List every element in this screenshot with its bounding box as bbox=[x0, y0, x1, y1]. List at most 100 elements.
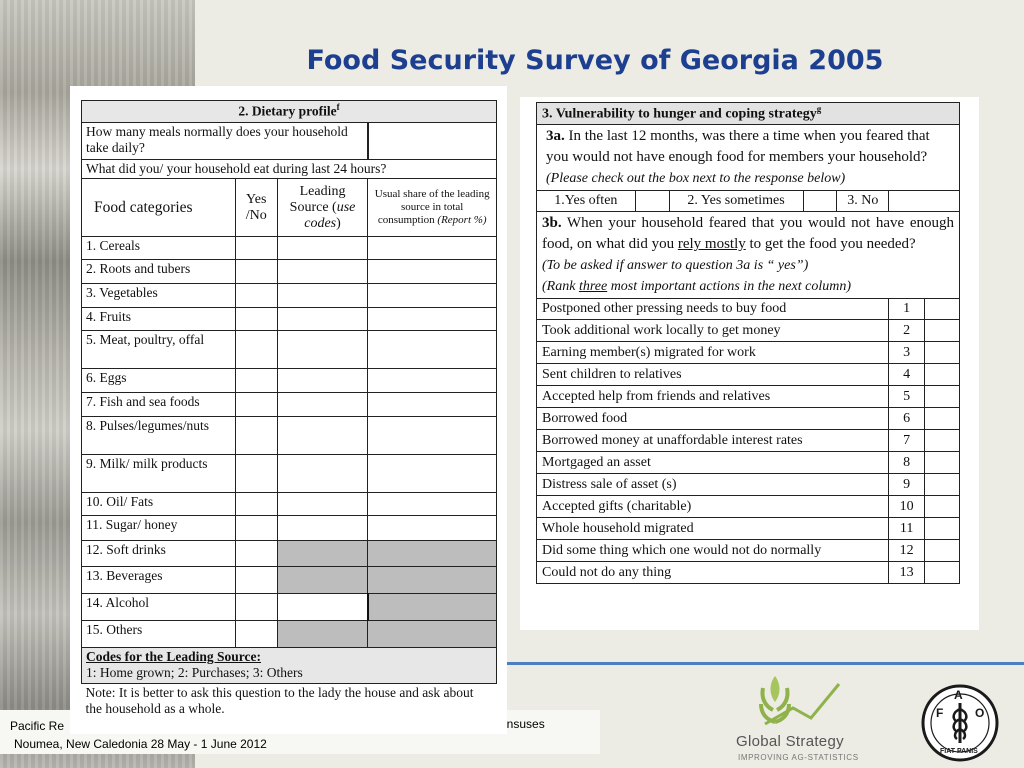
action-label: Postponed other pressing needs to buy fo… bbox=[535, 298, 890, 320]
question-24h: What did you/ your household eat during … bbox=[81, 159, 497, 179]
cell bbox=[367, 454, 497, 493]
action-label: Sent children to relatives bbox=[535, 363, 890, 386]
action-label: Distress sale of asset (s) bbox=[535, 473, 890, 496]
codes-title: Codes for the Leading Source: bbox=[86, 649, 261, 664]
action-label: Borrowed money at unaffordable interest … bbox=[535, 429, 890, 452]
rank-cell[interactable] bbox=[924, 298, 960, 320]
rank-cell[interactable] bbox=[924, 473, 960, 496]
cell bbox=[234, 330, 278, 369]
cell bbox=[367, 283, 497, 308]
rank-cell[interactable] bbox=[924, 319, 960, 342]
action-number: 11 bbox=[888, 517, 926, 540]
question-3b-hint-2: (Rank three most important actions in th… bbox=[542, 279, 851, 294]
vulnerability-title: 3. Vulnerability to hunger and coping st… bbox=[536, 102, 960, 125]
vulnerability-table: 3. Vulnerability to hunger and coping st… bbox=[535, 102, 960, 584]
fao-fiat-panis: FIAT PANIS bbox=[940, 748, 978, 755]
checkbox-yes-often[interactable] bbox=[634, 190, 670, 212]
food-row-label: 4. Fruits bbox=[81, 307, 236, 331]
cell-shaded bbox=[367, 540, 497, 567]
global-strategy-subtext: IMPROVING AG-STATISTICS bbox=[738, 753, 859, 762]
cell bbox=[234, 307, 278, 331]
dietary-profile-table: 2. Dietary profilef How many meals norma… bbox=[80, 100, 497, 724]
fao-letter-o: O bbox=[975, 706, 984, 720]
action-number: 6 bbox=[888, 407, 926, 430]
action-number: 7 bbox=[888, 429, 926, 452]
action-number: 2 bbox=[888, 319, 926, 342]
rank-cell[interactable] bbox=[924, 341, 960, 364]
cell bbox=[367, 330, 497, 369]
option-no: 3. No bbox=[836, 190, 890, 212]
cell bbox=[276, 259, 369, 284]
rank-cell[interactable] bbox=[924, 495, 960, 518]
footer-line-1-right: ensuses bbox=[500, 717, 545, 731]
action-label: Whole household migrated bbox=[535, 517, 890, 540]
rank-cell[interactable] bbox=[924, 451, 960, 474]
food-row-label: 12. Soft drinks bbox=[81, 540, 236, 567]
food-row-label: 7. Fish and sea foods bbox=[81, 392, 236, 417]
col-food-categories: Food categories bbox=[81, 178, 236, 237]
cell bbox=[234, 566, 278, 594]
checkbox-no[interactable] bbox=[888, 190, 960, 212]
cell-shaded bbox=[366, 593, 497, 621]
cell bbox=[367, 392, 497, 417]
action-number: 3 bbox=[888, 341, 926, 364]
cell bbox=[234, 454, 278, 493]
cell bbox=[276, 593, 369, 621]
action-label: Could not do any thing bbox=[535, 561, 890, 584]
cell bbox=[367, 416, 497, 455]
cell bbox=[234, 368, 278, 393]
dietary-title: 2. Dietary profilef bbox=[81, 100, 497, 123]
cell bbox=[367, 368, 497, 393]
cell bbox=[367, 236, 497, 260]
cell bbox=[276, 392, 369, 417]
question-3a-hint: (Please check out the box next to the re… bbox=[546, 171, 846, 186]
option-yes-sometimes: 2. Yes sometimes bbox=[668, 190, 804, 212]
question-3b: 3b. When your household feared that you … bbox=[536, 211, 960, 299]
rank-cell[interactable] bbox=[924, 385, 960, 408]
action-label: Accepted gifts (charitable) bbox=[535, 495, 890, 518]
codes-section: Codes for the Leading Source: 1: Home gr… bbox=[81, 647, 497, 684]
cell bbox=[276, 236, 369, 260]
action-label: Did some thing which one would not do no… bbox=[535, 539, 890, 562]
fao-logo: F A O FIAT PANIS bbox=[921, 684, 999, 762]
food-row-label: 13. Beverages bbox=[81, 566, 236, 594]
food-row-label: 14. Alcohol bbox=[81, 593, 236, 621]
food-row-label: 6. Eggs bbox=[81, 368, 236, 393]
food-row-label: 5. Meat, poultry, offal bbox=[81, 330, 236, 369]
action-number: 8 bbox=[888, 451, 926, 474]
fao-letter-a: A bbox=[954, 688, 963, 702]
food-row-label: 8. Pulses/legumes/nuts bbox=[81, 416, 236, 455]
cell bbox=[276, 307, 369, 331]
cell-shaded bbox=[276, 566, 369, 594]
rank-cell[interactable] bbox=[924, 407, 960, 430]
action-label: Took additional work locally to get mone… bbox=[535, 319, 890, 342]
action-number: 12 bbox=[888, 539, 926, 562]
food-row-label: 11. Sugar/ honey bbox=[81, 515, 236, 541]
rank-cell[interactable] bbox=[924, 539, 960, 562]
cell bbox=[234, 236, 278, 260]
checkbox-yes-sometimes[interactable] bbox=[802, 190, 838, 212]
cell-shaded bbox=[367, 620, 497, 648]
cell bbox=[234, 515, 278, 541]
rank-cell[interactable] bbox=[924, 363, 960, 386]
cell bbox=[234, 620, 278, 648]
footer-line-1: Pacific Re bbox=[10, 719, 65, 733]
rank-cell[interactable] bbox=[924, 429, 960, 452]
action-number: 10 bbox=[888, 495, 926, 518]
col-usual-share: Usual share of the leading source in tot… bbox=[367, 178, 497, 237]
rank-cell[interactable] bbox=[924, 517, 960, 540]
action-label: Earning member(s) migrated for work bbox=[535, 341, 890, 364]
cell bbox=[276, 492, 369, 516]
food-row-label: 9. Milk/ milk products bbox=[81, 454, 236, 493]
col-yes-no: Yes /No bbox=[234, 178, 278, 237]
cell bbox=[276, 454, 369, 493]
cell-shaded bbox=[276, 620, 369, 648]
question-3b-hint-1: (To be asked if answer to question 3a is… bbox=[542, 258, 809, 273]
action-number: 9 bbox=[888, 473, 926, 496]
global-strategy-text: Global Strategy bbox=[736, 733, 844, 750]
action-number: 4 bbox=[888, 363, 926, 386]
rank-cell[interactable] bbox=[924, 561, 960, 584]
footer-line-2: Noumea, New Caledonia 28 May - 1 June 20… bbox=[14, 737, 267, 751]
cell bbox=[367, 307, 497, 331]
action-label: Accepted help from friends and relatives bbox=[535, 385, 890, 408]
